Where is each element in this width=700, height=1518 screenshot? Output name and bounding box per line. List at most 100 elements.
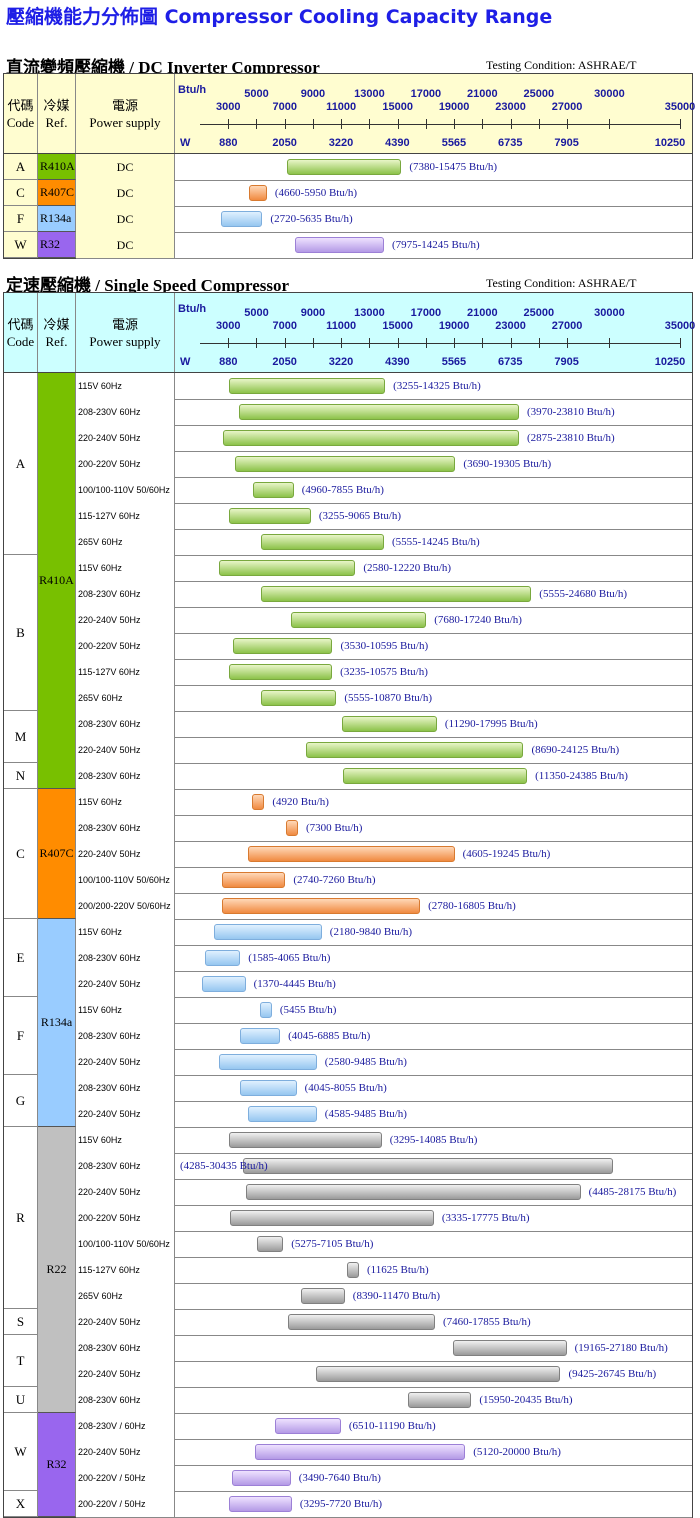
power-supply-cell: DC <box>76 154 175 180</box>
btuh-tick-label: 3000 <box>215 101 241 113</box>
power-supply-cell: 100/100-110V 50/60Hz <box>76 477 175 503</box>
power-supply-cell: 208-230V 60Hz <box>76 1153 175 1179</box>
row-divider <box>76 893 692 894</box>
row-divider <box>76 555 692 556</box>
row-divider <box>76 815 692 816</box>
row-divider <box>76 503 692 504</box>
power-supply-cell: 208-230V / 60Hz <box>76 1413 175 1439</box>
axis-tick <box>454 119 456 129</box>
power-supply-cell: 265V 60Hz <box>76 1283 175 1309</box>
btuh-tick-label: 35000 <box>664 320 696 332</box>
power-supply-cell: DC <box>76 206 175 232</box>
axis-tick <box>425 338 427 348</box>
capacity-range-label: (2580-12220 Btu/h) <box>363 562 452 574</box>
axis-tick <box>482 338 484 348</box>
btuh-tick-label: 30000 <box>594 307 625 319</box>
btuh-tick-label: 9000 <box>300 88 326 100</box>
capacity-range-bar <box>232 638 333 654</box>
axis-line <box>200 343 680 344</box>
capacity-range-label: (2580-9485 Btu/h) <box>324 1056 407 1068</box>
power-supply-cell: 220-240V 50Hz <box>76 971 175 997</box>
capacity-range-bar <box>261 534 384 550</box>
w-tick-label: 3220 <box>328 356 354 368</box>
btuh-tick-label: 15000 <box>382 101 413 113</box>
power-supply-cell: 220-240V 50Hz <box>76 425 175 451</box>
w-tick-label: 7905 <box>554 137 579 149</box>
dc-code-cell: F <box>4 206 38 232</box>
ss-row: 208-230V 60Hz (11350-24385 Btu/h) <box>4 763 692 789</box>
ss-row: 220-240V 50Hz (1370-4445 Btu/h) <box>4 971 692 997</box>
capacity-range-label: (5275-7105 Btu/h) <box>291 1238 374 1250</box>
capacity-range-label: (11350-24385 Btu/h) <box>535 770 628 782</box>
axis-tick <box>228 338 230 348</box>
ss-row: 200-220V / 50Hz (3490-7640 Btu/h) <box>4 1465 692 1491</box>
btuh-unit-label: Btu/h <box>178 84 207 96</box>
axis-tick <box>256 338 258 348</box>
capacity-range-bar <box>255 1444 466 1460</box>
btuh-tick-label: 27000 <box>551 320 583 332</box>
axis-tick <box>510 338 512 348</box>
ss-row: 220-240V 50Hz (9425-26745 Btu/h) <box>4 1361 692 1387</box>
ss-row: 220-240V 50Hz (2875-23810 Btu/h) <box>4 425 692 451</box>
capacity-range-label: (3255-14325 Btu/h) <box>393 380 481 392</box>
ss-header: 代碼 Code 冷媒 Ref. 電源 Power supply Btu/h W 5000 9000… <box>4 293 695 373</box>
power-supply-cell: 200-220V / 50Hz <box>76 1491 175 1517</box>
ss-row: 208-230V 60Hz (1585-4065 Btu/h) <box>4 945 692 971</box>
ss-row: 265V 60Hz (5555-10870 Btu/h) <box>4 685 692 711</box>
row-divider <box>76 399 692 400</box>
capacity-range-bar <box>247 846 455 862</box>
capacity-range-bar <box>228 378 386 394</box>
ss-code-cell: C <box>4 789 38 919</box>
btuh-tick-label: 5000 <box>244 307 269 319</box>
row-divider <box>76 1413 692 1414</box>
ss-row: 200-220V 50Hz (3690-19305 Btu/h) <box>4 451 692 477</box>
row-divider <box>76 1205 692 1206</box>
row-divider <box>76 425 692 426</box>
ss-code-cell: A <box>4 373 38 555</box>
capacity-range-label: (3490-7640 Btu/h) <box>298 1472 381 1484</box>
ss-testing-condition: Testing Condition: ASHRAE/T <box>486 276 637 290</box>
power-supply-cell: 208-230V 60Hz <box>76 399 175 425</box>
power-supply-cell: 115-127V 60Hz <box>76 659 175 685</box>
w-tick-label: 7905 <box>554 356 579 368</box>
ss-code-cell: T <box>4 1335 38 1387</box>
capacity-range-label: (6510-11190 Btu/h) <box>348 1420 436 1432</box>
w-tick-label: 10250 <box>654 137 686 149</box>
btuh-tick-label: 7000 <box>272 320 297 332</box>
capacity-range-label: (4920 Btu/h) <box>272 796 329 808</box>
axis-tick <box>567 119 569 129</box>
power-zh-label: 電源 <box>111 97 138 113</box>
btuh-tick-label: 30000 <box>594 88 625 100</box>
capacity-range-label: (19165-27180 Btu/h) <box>574 1342 668 1354</box>
power-supply-cell: 220-240V 50Hz <box>76 1439 175 1465</box>
ss-row: 220-240V 50Hz (7460-17855 Btu/h) <box>4 1309 692 1335</box>
dc-row: DC (7975-14245 Btu/h) <box>4 232 692 258</box>
axis-tick <box>609 338 611 348</box>
dc-row: DC (2720-5635 Btu/h) <box>4 206 692 232</box>
ss-row: 208-230V 60Hz (3970-23810 Btu/h) <box>4 399 692 425</box>
capacity-range-label: (1585-4065 Btu/h) <box>248 952 331 964</box>
ss-row: 208-230V 60Hz (19165-27180 Btu/h) <box>4 1335 692 1361</box>
power-supply-cell: 220-240V 50Hz <box>76 1361 175 1387</box>
power-supply-cell: 115V 60Hz <box>76 919 175 945</box>
capacity-range-label: (15950-20435 Btu/h) <box>479 1394 573 1406</box>
power-supply-cell: 208-230V 60Hz <box>76 1335 175 1361</box>
power-supply-cell: 208-230V 60Hz <box>76 763 175 789</box>
dc-header: 代碼 Code 冷媒 Ref. 電源 Power supply Btu/h W 5000 9000… <box>4 74 695 154</box>
w-tick-label: 5565 <box>441 356 467 368</box>
capacity-range-bar <box>219 560 356 576</box>
capacity-range-label: (5555-14245 Btu/h) <box>391 536 480 548</box>
capacity-range-label: (5555-24680 Btu/h) <box>539 588 627 600</box>
axis-tick <box>369 119 371 129</box>
capacity-range-label: (3335-17775 Btu/h) <box>441 1212 530 1224</box>
ss-row: 100/100-110V 50/60Hz (5275-7105 Btu/h) <box>4 1231 692 1257</box>
row-divider <box>76 1075 692 1076</box>
ss-section-title: 定速壓縮機 / Single Speed Compressor <box>6 276 290 295</box>
capacity-range-bar <box>252 482 294 498</box>
w-tick-label: 880 <box>219 356 238 368</box>
ss-power-header: 電源 Power supply <box>76 293 175 372</box>
btuh-tick-label: 25000 <box>523 307 555 319</box>
axis-tick <box>397 119 399 129</box>
btuh-tick-label: 21000 <box>467 307 498 319</box>
single-speed-compressor-table: 代碼 Code 冷媒 Ref. 電源 Power supply Btu/h W 5000 9000… <box>3 292 695 1518</box>
